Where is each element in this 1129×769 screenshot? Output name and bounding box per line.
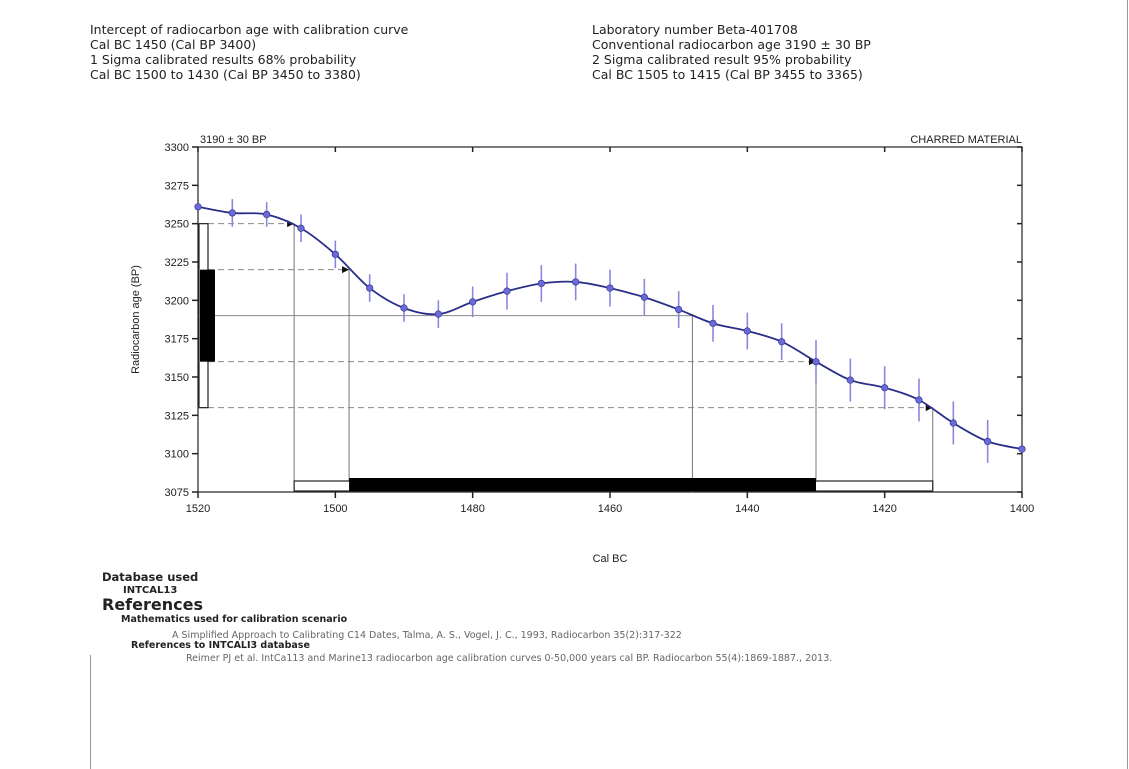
math-reference-text: A Simplified Approach to Calibrating C14…: [172, 630, 682, 641]
data-point: [606, 284, 614, 292]
data-point: [675, 305, 683, 314]
age-label: 3190 ± 30 BP: [200, 134, 267, 146]
data-point: [812, 358, 820, 366]
data-point: [915, 396, 923, 404]
y-tick-label: 3175: [165, 334, 189, 346]
data-point: [434, 310, 442, 318]
data-point: [881, 384, 889, 392]
data-point: [263, 210, 271, 219]
y-tick-label: 3250: [165, 219, 189, 231]
data-point: [640, 293, 648, 301]
y-tick-label: 3200: [165, 295, 189, 307]
x-tick-label: 1400: [1010, 503, 1034, 515]
header-left-block: Intercept of radiocarbon age with calibr…: [90, 22, 408, 82]
references-heading: References: [102, 595, 203, 614]
header-right-line: Cal BC 1505 to 1415 (Cal BP 3455 to 3365…: [592, 67, 863, 82]
y-tick-label: 3150: [165, 372, 189, 384]
data-point: [572, 278, 580, 286]
frame-right-border: [1127, 0, 1128, 769]
x-tick-label: 1520: [186, 503, 210, 515]
data-point: [366, 284, 374, 292]
y-axis-label: Radiocarbon age (BP): [130, 265, 142, 374]
database-heading: Database used: [102, 570, 199, 584]
data-point: [949, 419, 957, 427]
data-point: [331, 250, 339, 258]
calibration-curve: [197, 205, 1023, 450]
y-tick-label: 3225: [165, 257, 189, 269]
data-point: [503, 287, 511, 295]
data-point: [778, 338, 786, 346]
x-tick-label: 1440: [735, 503, 759, 515]
data-point: [846, 376, 854, 384]
y-tick-label: 3300: [165, 142, 189, 154]
intcal-reference-heading: References to INTCALI3 database: [131, 640, 310, 651]
y-tick-label: 3100: [165, 449, 189, 461]
y-tick-label: 3125: [165, 410, 189, 422]
data-point: [1018, 445, 1026, 453]
data-point: [984, 437, 992, 446]
sigma1-age-bar: [200, 269, 215, 362]
header-left-line: Cal BC 1500 to 1430 (Cal BP 3450 to 3380…: [90, 67, 361, 82]
data-point: [743, 327, 751, 335]
data-point: [400, 304, 408, 312]
x-tick-label: 1420: [872, 503, 896, 515]
material-label: CHARRED MATERIAL: [910, 134, 1022, 146]
x-tick-label: 1500: [323, 503, 347, 515]
data-point: [709, 319, 717, 327]
x-tick-label: 1460: [598, 503, 622, 515]
data-point: [228, 209, 236, 217]
x-axis-label: Cal BC: [593, 553, 628, 565]
frame-left-border: [90, 655, 91, 769]
intersection-arrow: [342, 266, 350, 274]
y-tick-label: 3275: [165, 180, 189, 192]
math-reference-heading: Mathematics used for calibration scenari…: [121, 614, 348, 625]
database-value: INTCAL13: [123, 585, 178, 596]
header-right-line: Conventional radiocarbon age 3190 ± 30 B…: [592, 37, 871, 52]
header-left-line: Intercept of radiocarbon age with calibr…: [90, 22, 409, 37]
data-point: [469, 298, 477, 306]
x-tick-label: 1480: [460, 503, 484, 515]
y-tick-label: 3075: [165, 487, 189, 499]
data-point: [194, 203, 202, 211]
data-point: [537, 279, 545, 288]
data-point: [297, 224, 305, 232]
sigma1-cal-bar: [349, 478, 816, 491]
header-left-line: 1 Sigma calibrated results 68% probabili…: [90, 52, 357, 67]
plot-frame: [197, 146, 1023, 493]
header-right-line: 2 Sigma calibrated result 95% probabilit…: [592, 52, 852, 67]
header-left-line: Cal BC 1450 (Cal BP 3400): [90, 37, 257, 52]
header-right-line: Laboratory number Beta-401708: [592, 22, 798, 37]
intcal-reference-text: Reimer PJ et al. IntCa113 and Marine13 r…: [186, 653, 833, 664]
header-right-block: Laboratory number Beta-401708 Convention…: [592, 22, 871, 82]
